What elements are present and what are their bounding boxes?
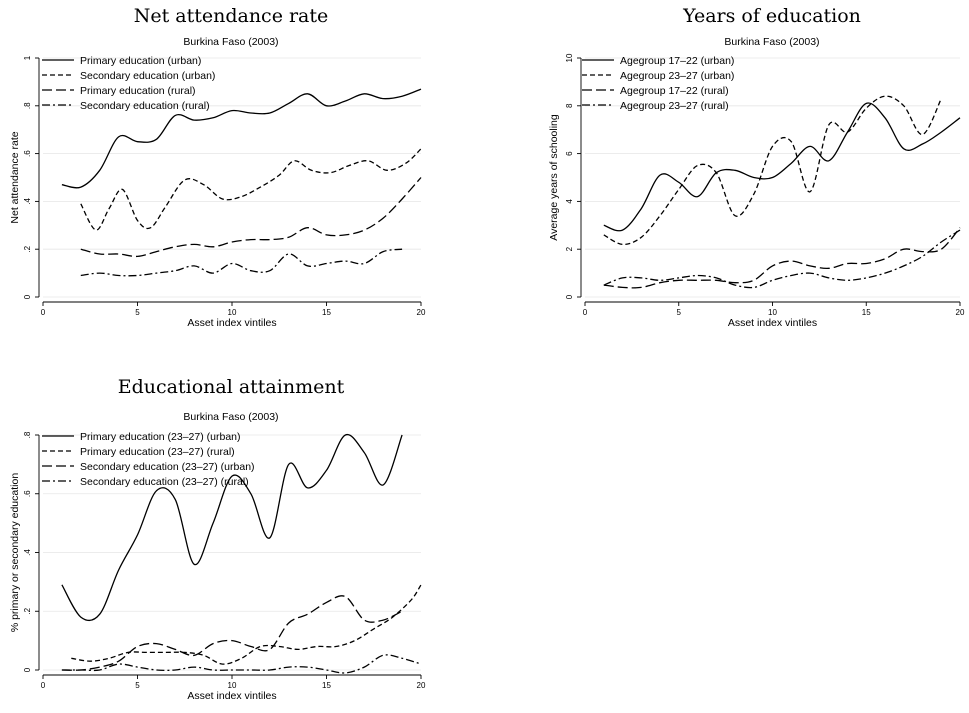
x-tick-label: 15 bbox=[322, 681, 331, 690]
series-line-2 bbox=[80, 148, 422, 231]
y-tick-label: 0 bbox=[23, 667, 32, 672]
y-axis-label: Net attendance rate bbox=[9, 131, 21, 223]
series-line-3 bbox=[61, 595, 403, 671]
y-axis-label: % primary or secondary education bbox=[9, 473, 21, 632]
x-tick-label: 20 bbox=[417, 681, 426, 690]
legend-label: Secondary education (23–27) (urban) bbox=[80, 461, 255, 473]
x-tick-label: 20 bbox=[417, 308, 426, 317]
x-tick-label: 15 bbox=[862, 308, 871, 317]
x-tick-label: 15 bbox=[322, 308, 331, 317]
y-axis-label: Average years of schooling bbox=[548, 114, 560, 241]
series-line-4 bbox=[61, 654, 422, 674]
chart-subtitle: Burkina Faso (2003) bbox=[724, 36, 819, 48]
chart-title: Educational attainment bbox=[118, 376, 345, 398]
y-tick-label: 6 bbox=[565, 151, 574, 156]
legend-label: Agegroup 17–22 (rural) bbox=[620, 85, 729, 97]
x-tick-label: 0 bbox=[583, 308, 588, 317]
y-tick-label: .4 bbox=[23, 549, 32, 556]
chart-subtitle: Burkina Faso (2003) bbox=[183, 36, 278, 48]
chart-subtitle: Burkina Faso (2003) bbox=[183, 411, 278, 423]
y-tick-label: .8 bbox=[23, 431, 32, 438]
series-line-3 bbox=[603, 227, 961, 289]
legend: Agegroup 17–22 (urban) Agegroup 23–27 (ur… bbox=[582, 55, 734, 112]
y-tick-label: 2 bbox=[565, 246, 574, 251]
chart-panel-1: Net attendance rate Burkina Faso (2003) 0.… bbox=[9, 5, 426, 329]
chart-title: Years of education bbox=[682, 5, 861, 27]
y-tick-label: .6 bbox=[23, 490, 32, 497]
x-tick-label: 0 bbox=[41, 681, 46, 690]
y-tick-label: .2 bbox=[23, 607, 32, 614]
legend-label: Primary education (urban) bbox=[80, 55, 201, 67]
x-tick-label: 10 bbox=[228, 681, 237, 690]
x-tick-label: 10 bbox=[768, 308, 777, 317]
x-tick-label: 10 bbox=[228, 308, 237, 317]
y-tick-label: .8 bbox=[23, 102, 32, 109]
legend-label: Primary education (23–27) (rural) bbox=[80, 446, 235, 458]
legend-label: Agegroup 17–22 (urban) bbox=[620, 55, 734, 67]
y-tick-label: 4 bbox=[565, 199, 574, 204]
y-tick-label: 0 bbox=[565, 294, 574, 299]
chart-panel-2: Years of education Burkina Faso (2003) 0 2 4… bbox=[548, 5, 965, 329]
legend: Primary education (urban) Secondary educa… bbox=[42, 55, 215, 112]
series-line-4 bbox=[80, 248, 403, 277]
x-axis-label: Asset index vintiles bbox=[187, 317, 276, 329]
y-tick-label: .6 bbox=[23, 150, 32, 157]
legend-label: Secondary education (23–27) (rural) bbox=[80, 476, 249, 488]
series-line-2 bbox=[603, 95, 942, 246]
y-tick-label: 1 bbox=[23, 55, 32, 60]
x-tick-label: 5 bbox=[135, 681, 140, 690]
legend: Primary education (23–27) (urban) Primary… bbox=[42, 431, 255, 488]
legend-label: Agegroup 23–27 (rural) bbox=[620, 100, 729, 112]
y-tick-label: 8 bbox=[565, 103, 574, 108]
series-line-4 bbox=[603, 229, 961, 289]
y-tick-label: .4 bbox=[23, 198, 32, 205]
legend-label: Primary education (rural) bbox=[80, 85, 196, 97]
series-line-1 bbox=[61, 88, 422, 189]
chart-title: Net attendance rate bbox=[134, 5, 329, 27]
chart-panel-3: Educational attainment Burkina Faso (2003… bbox=[9, 376, 426, 702]
x-axis-label: Asset index vintiles bbox=[728, 317, 817, 329]
y-tick-label: .2 bbox=[23, 245, 32, 252]
series-line-3 bbox=[80, 177, 422, 258]
x-tick-label: 5 bbox=[135, 308, 140, 317]
x-tick-label: 0 bbox=[41, 308, 46, 317]
x-tick-label: 5 bbox=[677, 308, 682, 317]
series-line-1 bbox=[61, 433, 403, 622]
legend-label: Secondary education (rural) bbox=[80, 100, 210, 112]
x-tick-label: 20 bbox=[956, 308, 965, 317]
y-tick-label: 10 bbox=[565, 53, 574, 62]
x-axis-label: Asset index vintiles bbox=[187, 690, 276, 702]
legend-label: Primary education (23–27) (urban) bbox=[80, 431, 241, 443]
legend-label: Agegroup 23–27 (urban) bbox=[620, 70, 734, 82]
series-line-1 bbox=[603, 102, 961, 232]
legend-label: Secondary education (urban) bbox=[80, 70, 215, 82]
y-tick-label: 0 bbox=[23, 294, 32, 299]
series-line-2 bbox=[71, 584, 422, 665]
